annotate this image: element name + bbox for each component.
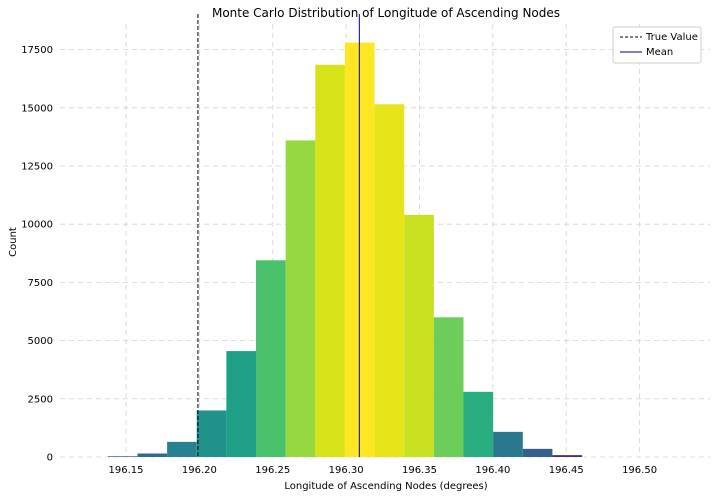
x-tick-label: 196.30: [329, 465, 364, 476]
y-tick-label: 0: [47, 453, 53, 464]
y-tick-label: 2500: [28, 394, 53, 405]
x-tick-label: 196.35: [402, 465, 437, 476]
legend-box: [612, 26, 702, 64]
legend-true-value-label: True Value: [645, 32, 698, 43]
x-axis-label: Longitude of Ascending Nodes (degrees): [284, 481, 487, 492]
histogram-bar: [196, 410, 227, 457]
x-tick-label: 196.20: [182, 465, 217, 476]
histogram-bar: [404, 214, 434, 457]
histogram-bar: [463, 391, 494, 457]
histogram-bar: [226, 351, 257, 457]
y-axis-label: Count: [8, 227, 19, 257]
legend-mean-label: Mean: [646, 47, 673, 58]
histogram-bar: [285, 140, 316, 458]
x-tick-label: 196.25: [255, 465, 290, 476]
y-tick-label: 17500: [21, 45, 53, 56]
histogram-bar: [167, 441, 197, 457]
histogram-bar: [522, 448, 553, 457]
y-tick-label: 10000: [21, 220, 53, 231]
y-tick-label: 12500: [21, 162, 53, 173]
x-tick-label: 196.45: [549, 465, 584, 476]
y-tick-label: 7500: [28, 278, 53, 289]
x-tick-labels: 196.15 196.20 196.25 196.30 196.35 196.40 196.…: [109, 465, 658, 476]
histogram-bar: [493, 431, 523, 457]
y-tick-label: 5000: [28, 336, 53, 347]
reference-lines: [197, 14, 360, 457]
histogram-bar: [256, 260, 286, 457]
y-tick-label: 15000: [21, 103, 53, 114]
histogram-bar: [374, 104, 405, 457]
y-tick-labels: 0 2500 5000 7500 10000 12500 15000 17500: [21, 45, 53, 463]
chart-title: Monte Carlo Distribution of Longitude of…: [212, 6, 560, 20]
x-tick-label: 196.15: [109, 465, 144, 476]
x-tick-label: 196.40: [475, 465, 510, 476]
histogram-bar: [315, 64, 345, 457]
legend: True Value Mean: [612, 26, 702, 64]
histogram-bar: [552, 455, 583, 457]
x-tick-label: 196.50: [622, 465, 657, 476]
histogram-bar: [433, 317, 464, 457]
histogram-bar: [137, 453, 168, 457]
histogram-bar: [107, 456, 138, 457]
bars: [107, 42, 583, 458]
